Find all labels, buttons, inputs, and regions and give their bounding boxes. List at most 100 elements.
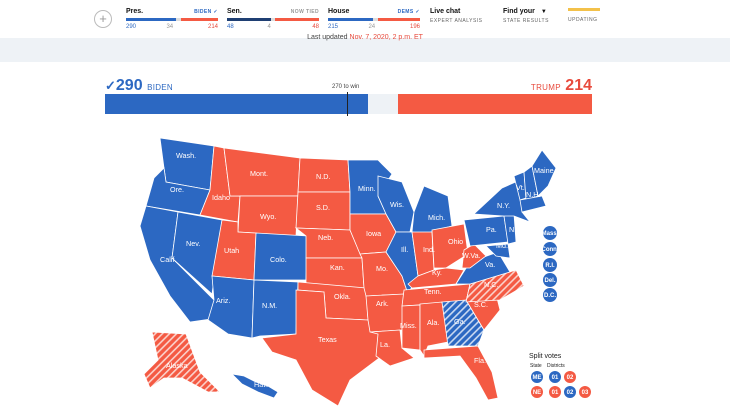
undecided-ev-segment <box>367 94 399 114</box>
state-alaska[interactable] <box>143 331 221 393</box>
label-ore: Ore. <box>170 185 184 194</box>
state-nevada[interactable] <box>171 211 223 295</box>
small-state-dc[interactable] <box>543 288 557 302</box>
state-new-mexico[interactable] <box>251 279 299 339</box>
live-chat-link[interactable]: Live chat Expert analysis <box>430 8 483 24</box>
label-nm: N.M. <box>262 301 277 310</box>
small-state-label: Del. <box>544 278 555 284</box>
split-label: 03 <box>582 390 589 396</box>
pres-bar <box>126 18 218 21</box>
label-ariz: Ariz. <box>216 296 230 305</box>
split-label: 01 <box>552 390 559 396</box>
label-mont: Mont. <box>250 169 268 178</box>
split-state-label: State <box>530 363 542 369</box>
label-ind: Ind. <box>423 245 435 254</box>
expand-plus-icon[interactable]: + <box>94 10 112 28</box>
trump-ev-count: 214 <box>565 77 592 94</box>
state-michigan[interactable] <box>411 185 453 235</box>
label-wash: Wash. <box>176 151 196 160</box>
senate-leader: NOW TIED <box>290 9 319 15</box>
split-me-state[interactable] <box>531 371 543 383</box>
state-massachusetts[interactable] <box>519 195 547 213</box>
split-votes-legend: Split votes State Districts ME 01 02 NE … <box>529 353 591 398</box>
label-mich: Mich. <box>428 213 445 222</box>
label-ill: Ill. <box>401 245 408 254</box>
state-texas[interactable] <box>261 289 383 407</box>
state-florida[interactable] <box>423 345 499 401</box>
state-maryland[interactable] <box>485 243 511 259</box>
pres-leader: BIDEN ✓ <box>194 9 218 15</box>
find-sub: State results <box>503 18 549 24</box>
label-md: Md. <box>496 241 508 250</box>
house-bar <box>328 18 420 21</box>
split-ne-d1[interactable] <box>549 386 561 398</box>
label-neb: Neb. <box>318 233 333 242</box>
last-updated: Last updated Nov. 7, 2020, 2 p.m. ET <box>0 34 730 41</box>
state-louisiana[interactable] <box>369 329 415 367</box>
label-va: Va. <box>485 260 495 269</box>
small-state-conn[interactable] <box>543 242 557 256</box>
needed-to-win: 270 to win <box>332 84 360 90</box>
biden-ev-count: 290 <box>115 77 143 94</box>
split-ne-d3[interactable] <box>579 386 591 398</box>
trump-total: TRUMP 214 <box>531 77 592 95</box>
split-label: 02 <box>567 375 574 381</box>
label-ohio: Ohio <box>448 237 463 246</box>
updating-label: UPDATING <box>568 17 598 23</box>
split-votes-title: Split votes <box>529 353 562 360</box>
label-wis: Wis. <box>390 200 404 209</box>
label-ny: N.Y. <box>497 201 510 210</box>
house-label: House <box>328 8 350 15</box>
label-fla: Fla. <box>474 356 486 365</box>
updating-status: UPDATING <box>568 8 600 23</box>
senate-bar <box>227 18 319 21</box>
label-wyo: Wyo. <box>260 212 276 221</box>
trump-name: TRUMP <box>530 83 561 92</box>
electoral-vote-bar <box>105 94 592 114</box>
state-new-york[interactable] <box>473 179 532 223</box>
label-ark: Ark. <box>376 299 389 308</box>
house-leader: DEMS ✓ <box>397 9 420 15</box>
pres-label: Pres. <box>126 8 144 15</box>
label-iowa: Iowa <box>366 229 381 238</box>
small-states: Mass. Conn. R.I. Del. D.C. <box>542 226 559 302</box>
label-nc: N.C. <box>484 280 498 289</box>
label-texas: Texas <box>318 335 337 344</box>
results-ticker: + Pres. BIDEN ✓ 290 34 214 Sen. NOW TIED… <box>0 0 730 39</box>
label-ky: Ky. <box>432 268 442 277</box>
split-districts-label: Districts <box>547 363 565 369</box>
pres-mid-count: 34 <box>166 24 174 30</box>
pres-rep-count: 214 <box>207 24 218 30</box>
state-ohio[interactable] <box>431 223 469 269</box>
label-minn: Minn. <box>358 184 376 193</box>
state-labels: Wash. Ore. Calif. Nev. Idaho Mont. Wyo. … <box>160 151 554 389</box>
small-state-ri[interactable] <box>543 258 557 272</box>
small-state-label: Mass. <box>542 231 559 237</box>
small-state-mass[interactable] <box>543 226 557 240</box>
state-georgia[interactable] <box>441 299 485 347</box>
split-ne-state[interactable] <box>531 386 543 398</box>
label-tenn: Tenn. <box>424 287 442 296</box>
label-alaska: Alaska <box>166 361 188 370</box>
state-kentucky[interactable] <box>407 267 465 289</box>
state-arizona[interactable] <box>207 275 255 339</box>
updating-indicator <box>568 8 600 11</box>
small-state-label: R.I. <box>545 263 555 269</box>
label-pa: Pa. <box>486 225 497 234</box>
label-miss: Miss. <box>400 321 417 330</box>
find-results-link[interactable]: Find your ▼ State results <box>503 8 549 24</box>
small-state-del[interactable] <box>543 273 557 287</box>
state-maine[interactable] <box>531 149 557 197</box>
state-hawaii[interactable] <box>230 373 279 399</box>
label-sd: S.D. <box>316 203 330 212</box>
dropdown-caret-icon: ▼ <box>540 9 547 15</box>
pres-dem-count: 290 <box>126 24 137 30</box>
split-me-d1[interactable] <box>549 371 561 383</box>
winner-check-icon: ✓ <box>105 78 116 93</box>
find-label: Find your <box>503 8 535 15</box>
split-ne-d2[interactable] <box>564 386 576 398</box>
label-mo: Mo. <box>376 264 388 273</box>
senate-dem-count: 48 <box>227 24 234 30</box>
small-state-label: D.C. <box>544 293 556 299</box>
split-me-d2[interactable] <box>564 371 576 383</box>
